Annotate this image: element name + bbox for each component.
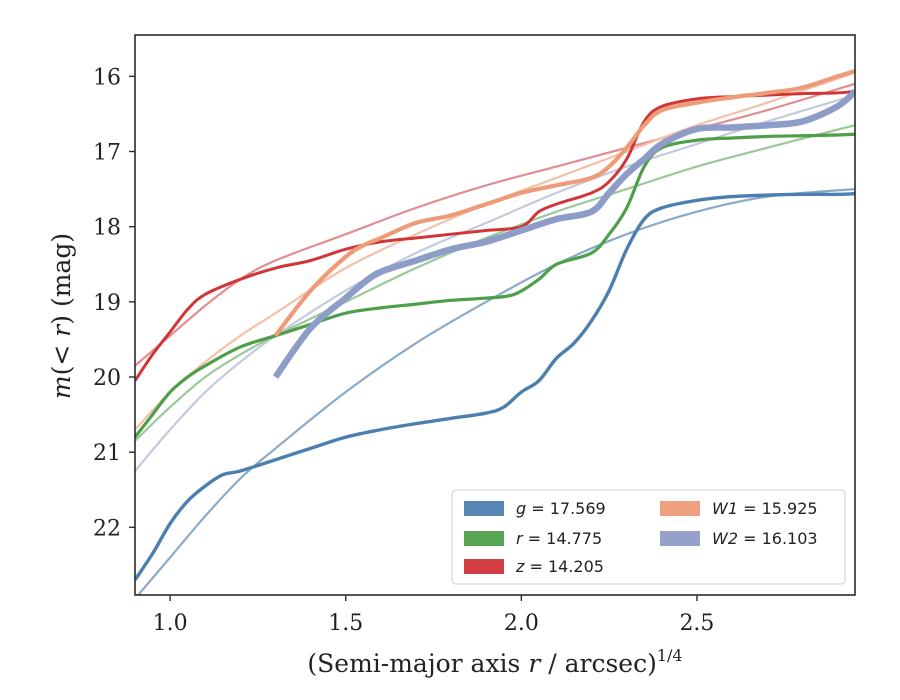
y-axis-title-var2: r	[47, 323, 76, 337]
y-tick-label: 21	[93, 441, 121, 466]
y-tick-label: 17	[93, 141, 121, 166]
legend-swatch	[464, 531, 504, 546]
x-axis-title-pre: (Semi-major axis	[307, 649, 528, 678]
legend-band: r	[516, 529, 524, 548]
model-curves	[135, 71, 855, 595]
legend-box	[451, 489, 846, 585]
y-axis-title-unit: (mag)	[47, 233, 76, 315]
y-tick-label: 16	[93, 65, 121, 90]
legend-item-w2: W2 = 16.103	[660, 529, 818, 548]
y-tick-label: 22	[93, 516, 121, 541]
x-axis-title-var: r	[528, 649, 542, 678]
x-tick-label: 2.0	[504, 611, 539, 636]
legend-swatch	[464, 501, 504, 516]
legend-mag: = 15.925	[738, 499, 818, 518]
legend-mag: = 17.569	[526, 499, 606, 518]
legend-band: W2	[712, 529, 738, 548]
legend-item-g: g = 17.569	[464, 499, 606, 518]
x-tick-label: 1.0	[153, 611, 188, 636]
model-curve-w2	[135, 94, 855, 473]
legend-label: z = 14.205	[515, 557, 604, 576]
legend-label: W2 = 16.103	[712, 529, 818, 548]
x-axis-title: (Semi-major axis r / arcsec)1/4	[307, 646, 682, 678]
legend-mag: = 14.205	[524, 557, 604, 576]
legend-item-w1: W1 = 15.925	[660, 499, 818, 518]
series-line-r	[135, 132, 855, 439]
legend-label: g = 17.569	[516, 499, 606, 518]
model-curve-w1	[135, 71, 855, 431]
legend-item-z: z = 14.205	[464, 557, 604, 576]
legend-band: z	[515, 557, 525, 576]
legend-band: W1	[712, 499, 738, 518]
y-tick-label: 19	[93, 291, 121, 316]
x-axis-title-sup: 1/4	[657, 646, 683, 665]
model-curve-g	[136, 187, 855, 595]
legend-swatch	[464, 559, 504, 574]
legend-swatch	[660, 501, 700, 516]
legend-mag: = 14.775	[523, 529, 603, 548]
legend-swatch	[660, 531, 700, 546]
series-line-w1	[273, 69, 855, 337]
series-line-g	[135, 191, 855, 581]
data-series	[135, 69, 855, 581]
y-axis-title-paren-close: )	[47, 315, 76, 325]
x-axis-ticks: 1.0 1.5 2.0 2.5	[153, 595, 714, 636]
y-tick-label: 20	[93, 366, 121, 391]
legend-item-r: r = 14.775	[464, 529, 602, 548]
y-axis-title-lt: <	[47, 337, 76, 366]
x-axis-title-post: / arcsec)	[540, 649, 657, 678]
model-curve-r	[135, 124, 855, 443]
y-axis-title-paren-open: (	[47, 366, 76, 376]
y-axis-title-var: m	[47, 375, 76, 399]
legend-label: r = 14.775	[516, 529, 602, 548]
y-tick-label: 18	[93, 216, 121, 241]
legend-label: W1 = 15.925	[712, 499, 818, 518]
series-line-w2	[272, 88, 855, 379]
plot-frame	[134, 34, 856, 596]
legend-band: g	[516, 499, 526, 518]
legend-mag: = 16.103	[738, 529, 818, 548]
y-axis-title: m(< r) (mag)	[47, 233, 76, 399]
x-tick-label: 1.5	[328, 611, 363, 636]
y-axis-ticks: 16 17 18 19 20 21 22	[93, 65, 135, 541]
x-tick-label: 2.5	[679, 611, 714, 636]
